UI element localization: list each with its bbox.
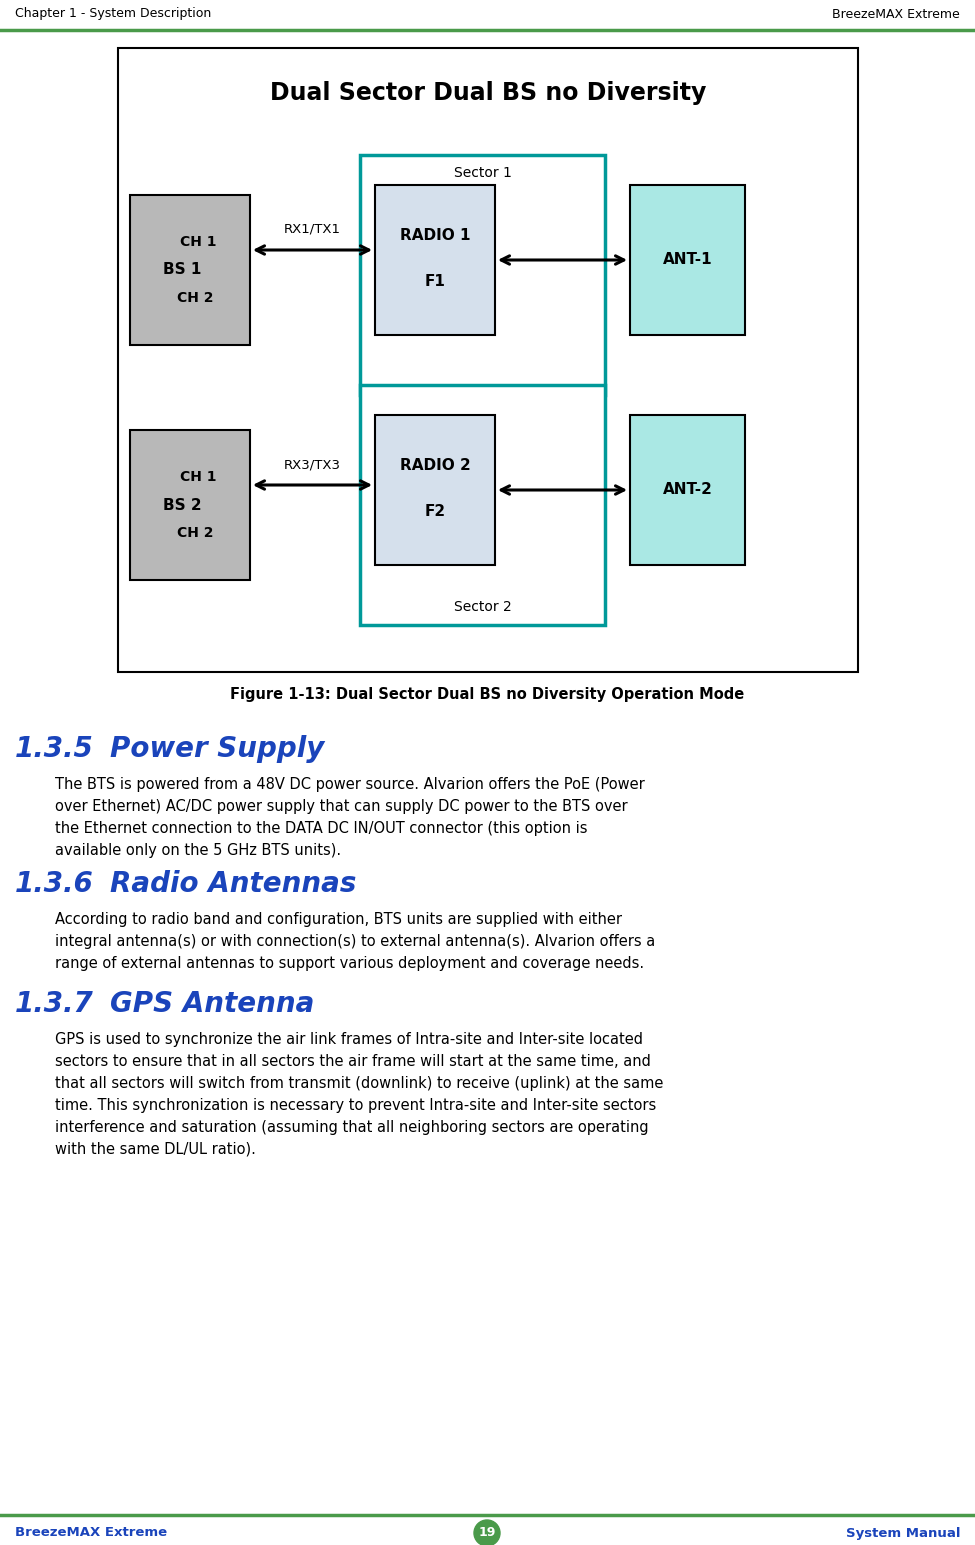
Bar <box>630 416 745 565</box>
Text: Radio Antennas: Radio Antennas <box>110 870 357 898</box>
Text: RADIO 2: RADIO 2 <box>400 457 470 473</box>
Text: F2: F2 <box>424 505 446 519</box>
Text: System Manual: System Manual <box>845 1526 960 1539</box>
Text: with the same DL/UL ratio).: with the same DL/UL ratio). <box>55 1142 255 1157</box>
Text: According to radio band and configuration, BTS units are supplied with either: According to radio band and configuratio… <box>55 912 622 927</box>
Text: The BTS is powered from a 48V DC power source. Alvarion offers the PoE (Power: The BTS is powered from a 48V DC power s… <box>55 777 644 793</box>
Text: interference and saturation (assuming that all neighboring sectors are operating: interference and saturation (assuming th… <box>55 1120 648 1136</box>
Text: RADIO 1: RADIO 1 <box>400 227 470 243</box>
Text: CH 1: CH 1 <box>179 470 216 484</box>
Text: that all sectors will switch from transmit (downlink) to receive (uplink) at the: that all sectors will switch from transm… <box>55 1075 663 1091</box>
Text: RX3/TX3: RX3/TX3 <box>284 457 341 471</box>
Bar <box>130 430 250 579</box>
Bar <box>375 185 495 335</box>
Text: 1.3.7: 1.3.7 <box>15 990 94 1018</box>
Text: GPS is used to synchronize the air link frames of Intra-site and Inter-site loca: GPS is used to synchronize the air link … <box>55 1032 643 1048</box>
Bar <box>118 48 858 672</box>
Text: BS 2: BS 2 <box>163 497 201 513</box>
Bar <box>360 385 605 626</box>
Text: GPS Antenna: GPS Antenna <box>110 990 314 1018</box>
Text: available only on the 5 GHz BTS units).: available only on the 5 GHz BTS units). <box>55 844 341 857</box>
Text: 1.3.5: 1.3.5 <box>15 735 94 763</box>
Text: BreezeMAX Extreme: BreezeMAX Extreme <box>833 8 960 20</box>
Text: range of external antennas to support various deployment and coverage needs.: range of external antennas to support va… <box>55 956 644 970</box>
Text: Sector 2: Sector 2 <box>453 599 511 613</box>
Bar <box>375 416 495 565</box>
Text: ANT-2: ANT-2 <box>663 482 713 497</box>
Text: Power Supply: Power Supply <box>110 735 325 763</box>
Text: CH 2: CH 2 <box>176 290 214 304</box>
Text: ANT-1: ANT-1 <box>663 252 713 267</box>
Text: BreezeMAX Extreme: BreezeMAX Extreme <box>15 1526 167 1539</box>
Text: 19: 19 <box>479 1526 495 1539</box>
Text: CH 1: CH 1 <box>179 235 216 249</box>
Text: F1: F1 <box>424 275 446 289</box>
Text: Sector 1: Sector 1 <box>453 165 512 181</box>
Text: integral antenna(s) or with connection(s) to external antenna(s). Alvarion offer: integral antenna(s) or with connection(s… <box>55 935 655 949</box>
Text: Dual Sector Dual BS no Diversity: Dual Sector Dual BS no Diversity <box>270 80 706 105</box>
Text: time. This synchronization is necessary to prevent Intra-site and Inter-site sec: time. This synchronization is necessary … <box>55 1098 656 1112</box>
Text: CH 2: CH 2 <box>176 525 214 541</box>
Text: Figure 1-13: Dual Sector Dual BS no Diversity Operation Mode: Figure 1-13: Dual Sector Dual BS no Dive… <box>230 688 744 703</box>
Text: the Ethernet connection to the DATA DC IN/OUT connector (this option is: the Ethernet connection to the DATA DC I… <box>55 820 588 836</box>
Text: Chapter 1 - System Description: Chapter 1 - System Description <box>15 8 212 20</box>
Circle shape <box>474 1520 500 1545</box>
Text: sectors to ensure that in all sectors the air frame will start at the same time,: sectors to ensure that in all sectors th… <box>55 1054 651 1069</box>
Text: over Ethernet) AC/DC power supply that can supply DC power to the BTS over: over Ethernet) AC/DC power supply that c… <box>55 799 628 814</box>
Text: 1.3.6: 1.3.6 <box>15 870 94 898</box>
Bar <box>360 154 605 396</box>
Text: RX1/TX1: RX1/TX1 <box>284 222 341 236</box>
Text: BS 1: BS 1 <box>163 263 201 278</box>
Bar <box>630 185 745 335</box>
Bar <box>130 195 250 345</box>
